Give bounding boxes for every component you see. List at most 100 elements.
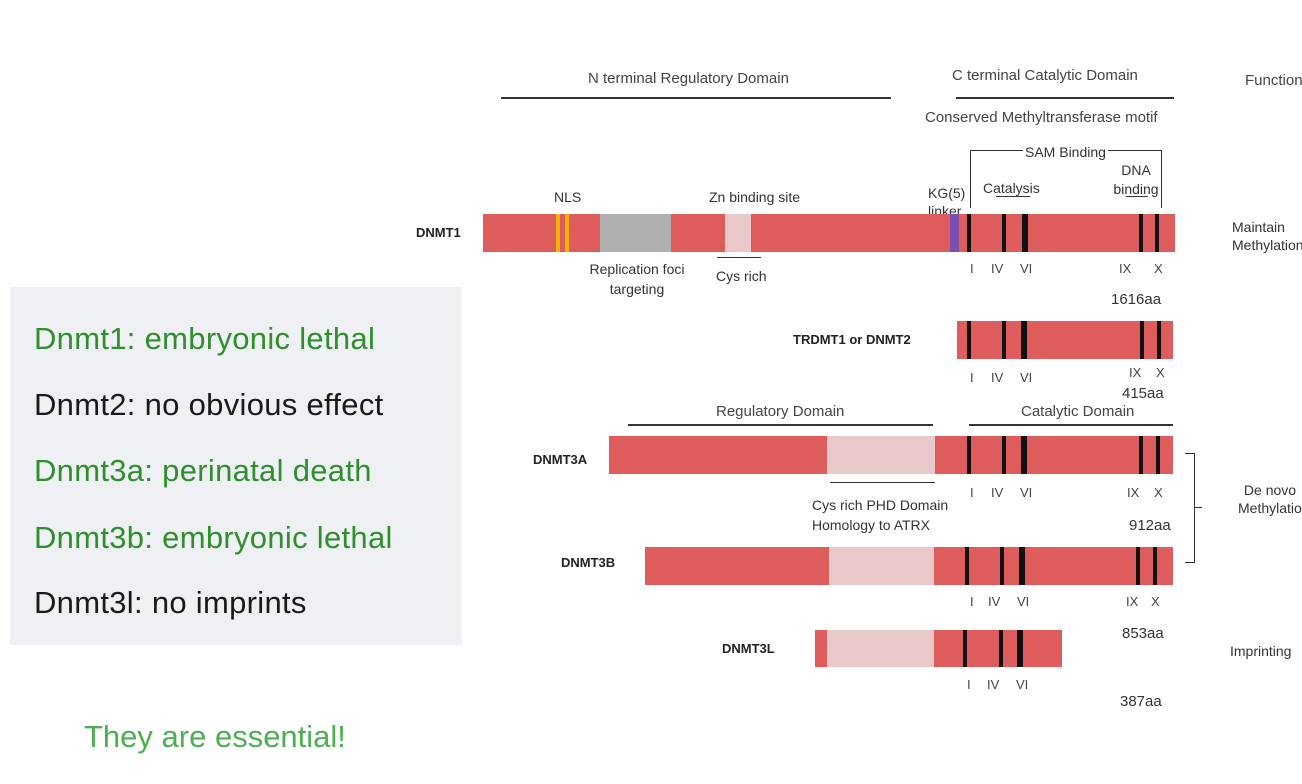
motif-label: X <box>1151 594 1160 609</box>
motif-mark <box>1000 547 1004 585</box>
phenotype-dnmt3l: Dnmt3l: no imprints <box>34 585 307 620</box>
motif-mark <box>1017 630 1023 667</box>
motif-label: X <box>1154 261 1163 276</box>
dna-binding-underline <box>1126 196 1148 197</box>
phd-domain <box>827 436 935 474</box>
c-terminal-line <box>956 97 1174 99</box>
motif-label: IV <box>991 485 1004 500</box>
cys-rich-phd-label: Cys rich PHD Domain Homology to ATRX <box>812 497 949 533</box>
motif-mark <box>1139 214 1143 252</box>
function-de-novo: De novo Methylation <box>1238 482 1302 516</box>
motif-label: VI <box>1017 594 1030 609</box>
motif-label: I <box>967 677 971 692</box>
motif-label: VI <box>1020 261 1033 276</box>
motif-mark <box>967 436 971 474</box>
catalytic-domain-header: Catalytic Domain <box>1021 403 1135 420</box>
catalysis-label: Catalysis <box>983 180 1040 196</box>
cys-rich-domain <box>725 214 751 252</box>
function-header: Function <box>1245 72 1302 89</box>
regulatory-domain-line <box>628 424 933 426</box>
phd-domain <box>829 547 934 585</box>
motif-label: IV <box>991 370 1004 385</box>
motif-mark <box>1019 547 1025 585</box>
motif-label: X <box>1154 485 1163 500</box>
protein-bar-dnmt2 <box>957 321 1173 359</box>
sam-bracket-right <box>1161 150 1162 208</box>
de-novo-bracket-vertical <box>1194 453 1195 563</box>
motif-label: IX <box>1119 261 1132 276</box>
regulatory-domain-header: Regulatory Domain <box>716 403 845 420</box>
nls-mark-2 <box>565 214 569 252</box>
length-dnmt3a: 912aa <box>1129 517 1171 534</box>
zn-binding-label: Zn binding site <box>709 189 801 205</box>
phenotype-dnmt3a: Dnmt3a: perinatal death <box>34 453 372 488</box>
motif-mark <box>1136 547 1140 585</box>
motif-mark <box>1157 321 1161 359</box>
knockout-phenotype-panel: Dnmt1: embryonic lethal Dnmt2: no obviou… <box>10 287 462 645</box>
n-terminal-line <box>501 97 891 99</box>
protein-bar-dnmt1 <box>483 214 1175 252</box>
replication-foci-domain <box>600 214 671 252</box>
motif-label: I <box>970 485 974 500</box>
motif-label: I <box>970 370 974 385</box>
motif-mark <box>999 630 1003 667</box>
motif-label: VI <box>1020 370 1033 385</box>
protein-name-dnmt2: TRDMT1 or DNMT2 <box>793 332 911 347</box>
motif-mark <box>1153 547 1157 585</box>
length-dnmt3l: 387aa <box>1120 693 1162 710</box>
replication-foci-label: Replication foci targeting <box>589 261 685 297</box>
phenotype-dnmt2: Dnmt2: no obvious effect <box>34 387 384 422</box>
motif-mark <box>1155 214 1159 252</box>
catalytic-domain-line <box>969 424 1173 426</box>
catalysis-underline <box>996 196 1030 197</box>
motif-mark <box>967 321 971 359</box>
nls-mark-1 <box>556 214 560 252</box>
function-maintain: Maintain Methylation <box>1232 219 1302 253</box>
motif-mark <box>1156 436 1160 474</box>
motif-label: IV <box>988 594 1001 609</box>
protein-bar-dnmt3a <box>609 436 1173 474</box>
motif-label: IX <box>1127 485 1140 500</box>
motif-label: I <box>970 261 974 276</box>
nls-label: NLS <box>554 189 582 205</box>
de-novo-bracket-top <box>1185 453 1195 454</box>
motif-mark <box>1139 436 1143 474</box>
motif-label: IV <box>987 677 1000 692</box>
motif-label: IX <box>1129 365 1142 380</box>
cys-rich-line <box>717 257 761 258</box>
motif-mark <box>1002 436 1006 474</box>
motif-mark <box>963 630 967 667</box>
motif-label: IX <box>1126 594 1139 609</box>
motif-mark <box>1140 321 1144 359</box>
motif-mark <box>1022 214 1028 252</box>
phenotype-dnmt1: Dnmt1: embryonic lethal <box>34 321 376 356</box>
length-dnmt2: 415aa <box>1122 385 1164 402</box>
regulatory-light-domain <box>827 630 934 667</box>
function-imprinting: Imprinting <box>1230 643 1292 659</box>
kg-linker-segment <box>950 214 959 252</box>
protein-name-dnmt3a: DNMT3A <box>533 452 588 467</box>
protein-name-dnmt3l: DNMT3L <box>722 641 775 656</box>
motif-mark <box>1002 214 1006 252</box>
motif-mark <box>1021 321 1027 359</box>
dna-binding-label: DNA binding <box>1113 162 1159 197</box>
protein-name-dnmt1: DNMT1 <box>416 225 461 240</box>
motif-label: VI <box>1016 677 1029 692</box>
sam-binding-label: SAM Binding <box>1023 144 1108 160</box>
cys-rich-label: Cys rich <box>716 268 767 284</box>
motif-label: X <box>1156 365 1165 380</box>
motif-label: VI <box>1020 485 1033 500</box>
motif-label: I <box>970 594 974 609</box>
protein-name-dnmt3b: DNMT3B <box>561 555 616 570</box>
conserved-motif-header: Conserved Methyltransferase motif <box>925 109 1158 126</box>
length-dnmt3b: 853aa <box>1122 625 1164 642</box>
de-novo-bracket-bottom <box>1185 562 1195 563</box>
length-dnmt1: 1616aa <box>1111 291 1162 308</box>
c-terminal-header: C terminal Catalytic Domain <box>952 67 1138 84</box>
conclusion-text: They are essential! <box>84 719 346 754</box>
phd-domain-line <box>830 482 935 483</box>
sam-bracket-left <box>970 150 971 208</box>
motif-mark <box>965 547 969 585</box>
motif-label: IV <box>991 261 1004 276</box>
